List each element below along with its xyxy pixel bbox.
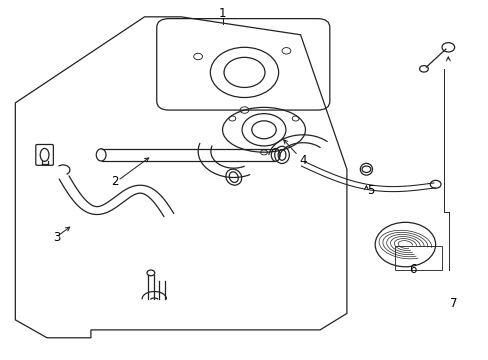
Text: 7: 7 (449, 297, 457, 310)
Text: 2: 2 (111, 175, 119, 188)
Text: 3: 3 (53, 231, 61, 244)
Text: 1: 1 (218, 7, 226, 20)
Text: 5: 5 (367, 184, 374, 197)
Text: 6: 6 (408, 263, 416, 276)
Bar (394, 246, 442, 270)
Text: 4: 4 (299, 154, 306, 167)
